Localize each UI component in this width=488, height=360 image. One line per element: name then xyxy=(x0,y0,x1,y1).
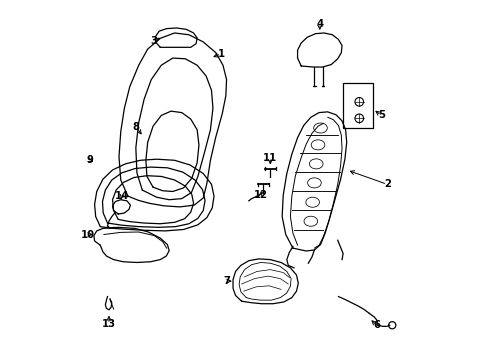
Text: 14: 14 xyxy=(115,191,129,201)
Text: 1: 1 xyxy=(217,49,224,59)
Text: 5: 5 xyxy=(377,111,384,121)
Text: 9: 9 xyxy=(86,155,93,165)
Text: 7: 7 xyxy=(224,276,230,286)
Text: 10: 10 xyxy=(80,230,94,239)
Text: 3: 3 xyxy=(150,36,157,46)
Text: 6: 6 xyxy=(372,320,379,330)
Text: 4: 4 xyxy=(316,19,323,29)
Text: 11: 11 xyxy=(263,153,277,163)
Text: 13: 13 xyxy=(102,319,116,329)
Bar xyxy=(343,83,372,128)
Text: 8: 8 xyxy=(132,122,140,132)
Text: 12: 12 xyxy=(253,190,267,200)
Text: 2: 2 xyxy=(383,179,390,189)
